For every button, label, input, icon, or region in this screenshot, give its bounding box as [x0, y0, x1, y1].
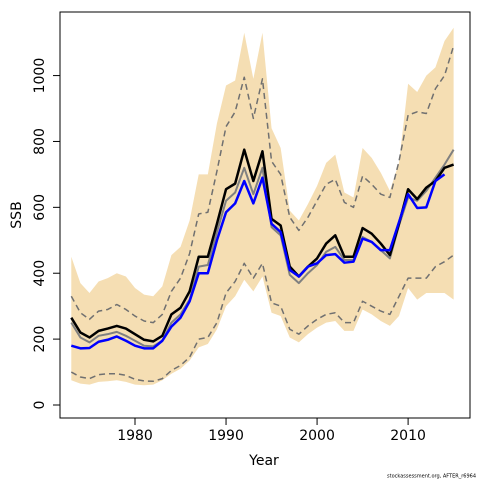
series-line [70, 148, 455, 343]
series-line [70, 45, 455, 324]
x-tick-label: 2010 [390, 428, 426, 444]
series-line [70, 149, 455, 348]
y-tick-label: 0 [32, 401, 48, 410]
plot-frame [59, 11, 471, 419]
x-tick-label: 1980 [117, 428, 153, 444]
x-axis-label: Year [248, 453, 279, 469]
y-tick-label: 400 [32, 260, 48, 287]
y-tick-label: 1000 [32, 58, 48, 94]
y-tick-label: 800 [32, 128, 48, 155]
y-tick-label: 600 [32, 194, 48, 221]
x-tick-label: 1990 [208, 428, 244, 444]
y-tick-label: 200 [32, 326, 48, 353]
x-tick-label: 2000 [299, 428, 335, 444]
series-line [70, 173, 446, 350]
y-axis-label: SSB [9, 201, 25, 228]
series-line [70, 254, 455, 383]
caption: stockassessment.org, AFTER_r6964 [387, 474, 476, 480]
confidence-band [71, 27, 454, 386]
